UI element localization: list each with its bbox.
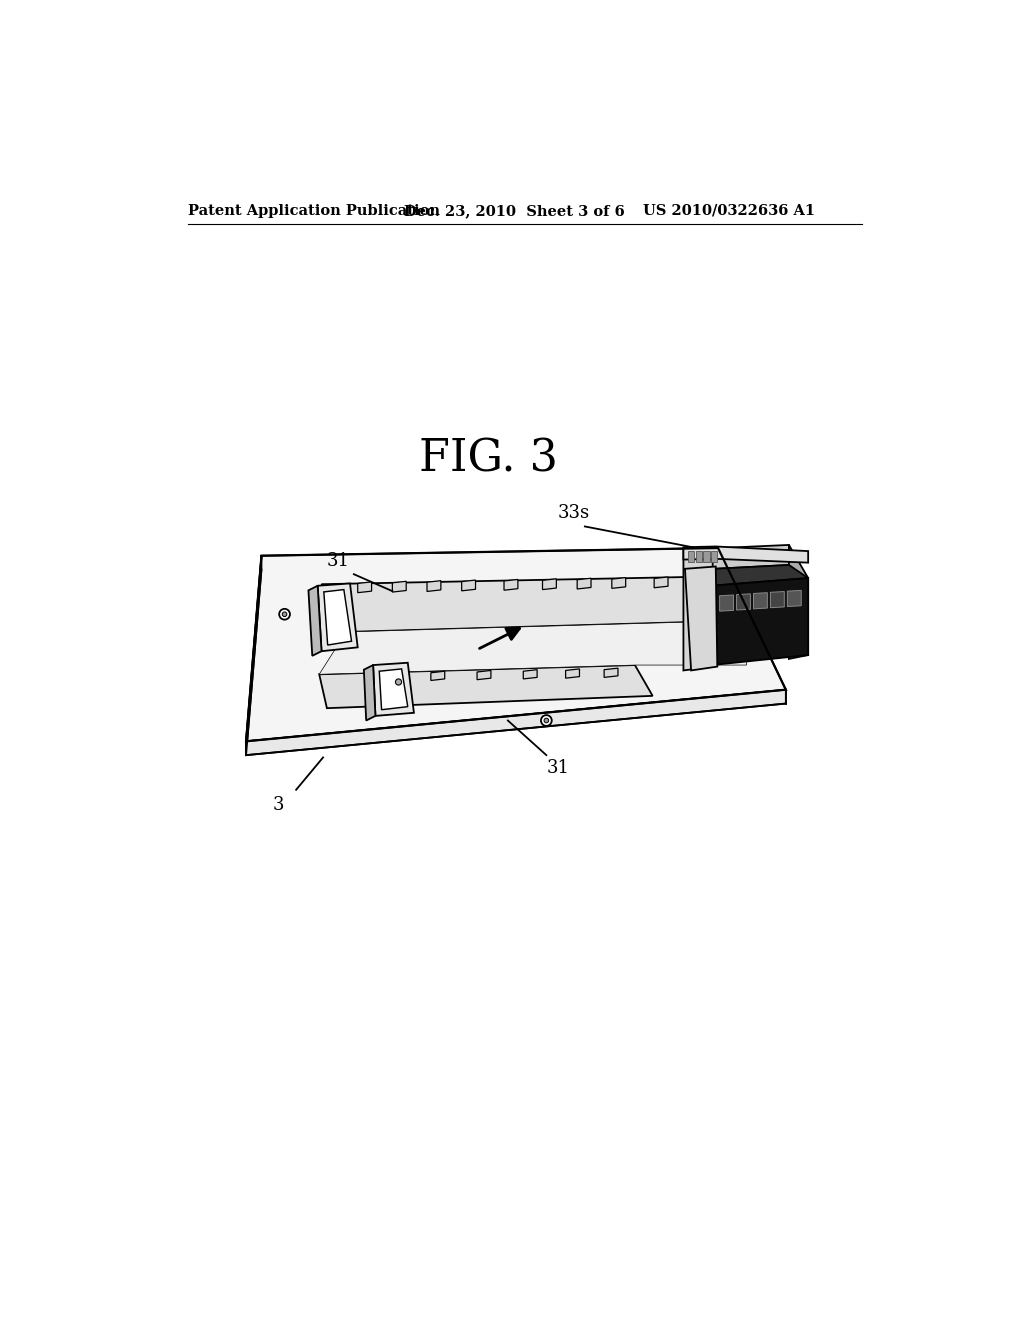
Polygon shape bbox=[317, 583, 357, 651]
Polygon shape bbox=[703, 552, 710, 562]
Polygon shape bbox=[711, 552, 717, 562]
Polygon shape bbox=[431, 671, 444, 681]
Polygon shape bbox=[373, 663, 414, 715]
Text: 31: 31 bbox=[327, 552, 350, 570]
Polygon shape bbox=[685, 545, 788, 570]
Polygon shape bbox=[246, 556, 261, 755]
Polygon shape bbox=[565, 669, 580, 678]
Text: 31: 31 bbox=[547, 759, 569, 777]
Polygon shape bbox=[787, 590, 801, 607]
Text: 3: 3 bbox=[273, 796, 285, 814]
Text: 33s: 33s bbox=[558, 504, 590, 521]
Polygon shape bbox=[654, 577, 668, 587]
Polygon shape bbox=[736, 594, 751, 610]
Polygon shape bbox=[357, 582, 372, 593]
Polygon shape bbox=[462, 579, 475, 591]
Polygon shape bbox=[385, 672, 398, 681]
Polygon shape bbox=[720, 595, 733, 611]
Polygon shape bbox=[364, 665, 376, 721]
Circle shape bbox=[541, 715, 552, 726]
Text: Patent Application Publication: Patent Application Publication bbox=[188, 203, 440, 218]
Polygon shape bbox=[379, 669, 408, 710]
Polygon shape bbox=[688, 552, 694, 562]
Polygon shape bbox=[685, 565, 808, 586]
Polygon shape bbox=[683, 546, 808, 562]
Text: FIG. 3: FIG. 3 bbox=[419, 437, 558, 480]
Polygon shape bbox=[770, 591, 784, 607]
Polygon shape bbox=[322, 577, 746, 632]
Polygon shape bbox=[683, 549, 713, 671]
Polygon shape bbox=[578, 578, 591, 589]
Polygon shape bbox=[712, 578, 808, 665]
Polygon shape bbox=[695, 552, 701, 562]
Polygon shape bbox=[504, 579, 518, 590]
Text: Dec. 23, 2010  Sheet 3 of 6: Dec. 23, 2010 Sheet 3 of 6 bbox=[403, 203, 625, 218]
Polygon shape bbox=[543, 578, 556, 590]
Polygon shape bbox=[246, 548, 785, 742]
Polygon shape bbox=[685, 577, 698, 587]
Polygon shape bbox=[324, 590, 351, 645]
Polygon shape bbox=[754, 593, 767, 609]
Polygon shape bbox=[523, 669, 538, 678]
Circle shape bbox=[395, 678, 401, 685]
Polygon shape bbox=[392, 581, 407, 593]
Polygon shape bbox=[788, 545, 808, 659]
Circle shape bbox=[283, 612, 287, 616]
Polygon shape bbox=[685, 566, 717, 671]
Polygon shape bbox=[477, 671, 490, 680]
Polygon shape bbox=[604, 668, 617, 677]
Polygon shape bbox=[246, 689, 785, 755]
Circle shape bbox=[544, 718, 549, 723]
Polygon shape bbox=[319, 665, 652, 708]
Text: US 2010/0322636 A1: US 2010/0322636 A1 bbox=[643, 203, 815, 218]
Polygon shape bbox=[319, 620, 746, 675]
Polygon shape bbox=[308, 586, 322, 656]
Circle shape bbox=[280, 609, 290, 619]
Polygon shape bbox=[611, 578, 626, 589]
Polygon shape bbox=[427, 581, 441, 591]
